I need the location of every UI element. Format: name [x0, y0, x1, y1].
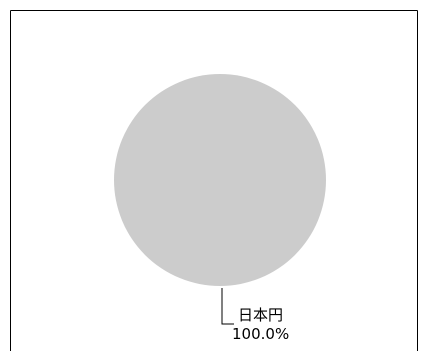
pie-slices — [114, 74, 326, 286]
slice-percent-label: 100.0% — [232, 325, 289, 343]
pie-slice-0 — [114, 74, 326, 286]
slice-leader-line — [221, 288, 234, 325]
slice-label: 日本円 — [238, 306, 283, 324]
